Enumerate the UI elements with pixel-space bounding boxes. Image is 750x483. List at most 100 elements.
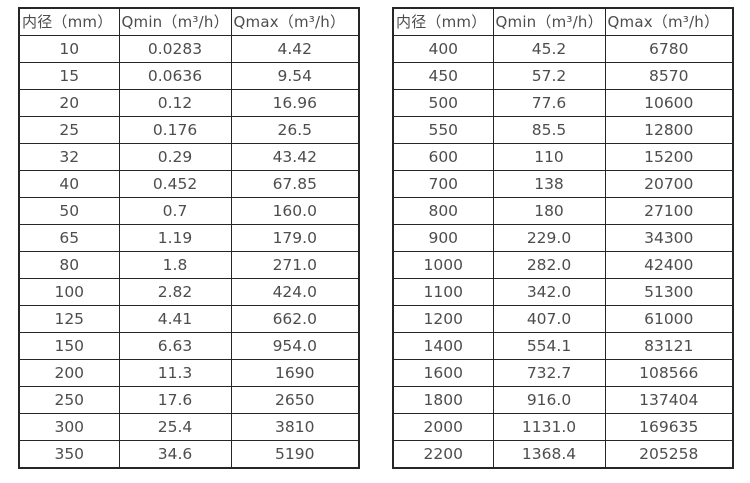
cell: 45.2 xyxy=(492,35,606,63)
column-header: 内径（mm） xyxy=(392,7,494,36)
cell: 40 xyxy=(18,170,120,198)
cell: 500 xyxy=(392,89,494,117)
flow-rate-table-small-diameters: 内径（mm） Qmin（m³/h） Qmax（m³/h） 10 0.0283 4.42 15… xyxy=(18,7,360,469)
table-row: 10 0.0283 4.42 xyxy=(18,35,360,63)
cell: 83121 xyxy=(604,332,734,360)
header-row: 内径（mm） Qmin（m³/h） Qmax（m³/h） xyxy=(392,7,734,36)
table-row: 50 0.7 160.0 xyxy=(18,197,360,225)
cell: 2200 xyxy=(392,440,494,469)
cell: 554.1 xyxy=(492,332,606,360)
cell: 424.0 xyxy=(230,278,360,306)
cell: 80 xyxy=(18,251,120,279)
cell: 65 xyxy=(18,224,120,252)
cell: 77.6 xyxy=(492,89,606,117)
cell: 42400 xyxy=(604,251,734,279)
table-row: 1800 916.0 137404 xyxy=(392,386,734,414)
cell: 662.0 xyxy=(230,305,360,333)
cell: 732.7 xyxy=(492,359,606,387)
cell: 2.82 xyxy=(118,278,232,306)
table-row: 65 1.19 179.0 xyxy=(18,224,360,252)
cell: 25 xyxy=(18,116,120,144)
cell: 17.6 xyxy=(118,386,232,414)
cell: 0.0283 xyxy=(118,35,232,63)
table-row: 1200 407.0 61000 xyxy=(392,305,734,333)
cell: 125 xyxy=(18,305,120,333)
cell: 150 xyxy=(18,332,120,360)
cell: 10600 xyxy=(604,89,734,117)
cell: 2650 xyxy=(230,386,360,414)
cell: 27100 xyxy=(604,197,734,225)
cell: 300 xyxy=(18,413,120,441)
cell: 2000 xyxy=(392,413,494,441)
cell: 229.0 xyxy=(492,224,606,252)
cell: 342.0 xyxy=(492,278,606,306)
cell: 0.176 xyxy=(118,116,232,144)
cell: 85.5 xyxy=(492,116,606,144)
cell: 6.63 xyxy=(118,332,232,360)
cell: 6780 xyxy=(604,35,734,63)
cell: 205258 xyxy=(604,440,734,469)
table-row: 700 138 20700 xyxy=(392,170,734,198)
cell: 700 xyxy=(392,170,494,198)
column-header: Qmin（m³/h） xyxy=(118,7,232,36)
cell: 0.0636 xyxy=(118,62,232,90)
cell: 32 xyxy=(18,143,120,171)
cell: 271.0 xyxy=(230,251,360,279)
table-row: 2200 1368.4 205258 xyxy=(392,440,734,469)
cell: 1690 xyxy=(230,359,360,387)
cell: 1368.4 xyxy=(492,440,606,469)
column-header: Qmax（m³/h） xyxy=(230,7,360,36)
cell: 0.29 xyxy=(118,143,232,171)
cell: 1200 xyxy=(392,305,494,333)
table-row: 800 180 27100 xyxy=(392,197,734,225)
cell: 1600 xyxy=(392,359,494,387)
cell: 1.19 xyxy=(118,224,232,252)
table-row: 400 45.2 6780 xyxy=(392,35,734,63)
cell: 4.42 xyxy=(230,35,360,63)
cell: 43.42 xyxy=(230,143,360,171)
table-row: 32 0.29 43.42 xyxy=(18,143,360,171)
cell: 954.0 xyxy=(230,332,360,360)
cell: 1100 xyxy=(392,278,494,306)
table-row: 25 0.176 26.5 xyxy=(18,116,360,144)
cell: 10 xyxy=(18,35,120,63)
table-row: 1400 554.1 83121 xyxy=(392,332,734,360)
cell: 50 xyxy=(18,197,120,225)
table-row: 300 25.4 3810 xyxy=(18,413,360,441)
cell: 61000 xyxy=(604,305,734,333)
cell: 1800 xyxy=(392,386,494,414)
table-row: 80 1.8 271.0 xyxy=(18,251,360,279)
header-row: 内径（mm） Qmin（m³/h） Qmax（m³/h） xyxy=(18,7,360,36)
table-row: 2000 1131.0 169635 xyxy=(392,413,734,441)
cell: 57.2 xyxy=(492,62,606,90)
cell: 200 xyxy=(18,359,120,387)
column-header: 内径（mm） xyxy=(18,7,120,36)
cell: 1000 xyxy=(392,251,494,279)
cell: 0.12 xyxy=(118,89,232,117)
table-row: 1600 732.7 108566 xyxy=(392,359,734,387)
cell: 108566 xyxy=(604,359,734,387)
table-row: 150 6.63 954.0 xyxy=(18,332,360,360)
table-row: 200 11.3 1690 xyxy=(18,359,360,387)
cell: 20700 xyxy=(604,170,734,198)
cell: 900 xyxy=(392,224,494,252)
cell: 12800 xyxy=(604,116,734,144)
table-row: 125 4.41 662.0 xyxy=(18,305,360,333)
cell: 67.85 xyxy=(230,170,360,198)
cell: 350 xyxy=(18,440,120,469)
table-row: 350 34.6 5190 xyxy=(18,440,360,469)
cell: 407.0 xyxy=(492,305,606,333)
cell: 15200 xyxy=(604,143,734,171)
table-row: 450 57.2 8570 xyxy=(392,62,734,90)
cell: 51300 xyxy=(604,278,734,306)
table-row: 900 229.0 34300 xyxy=(392,224,734,252)
table-row: 40 0.452 67.85 xyxy=(18,170,360,198)
cell: 916.0 xyxy=(492,386,606,414)
cell: 25.4 xyxy=(118,413,232,441)
cell: 550 xyxy=(392,116,494,144)
cell: 20 xyxy=(18,89,120,117)
cell: 1400 xyxy=(392,332,494,360)
cell: 282.0 xyxy=(492,251,606,279)
table-row: 15 0.0636 9.54 xyxy=(18,62,360,90)
cell: 4.41 xyxy=(118,305,232,333)
